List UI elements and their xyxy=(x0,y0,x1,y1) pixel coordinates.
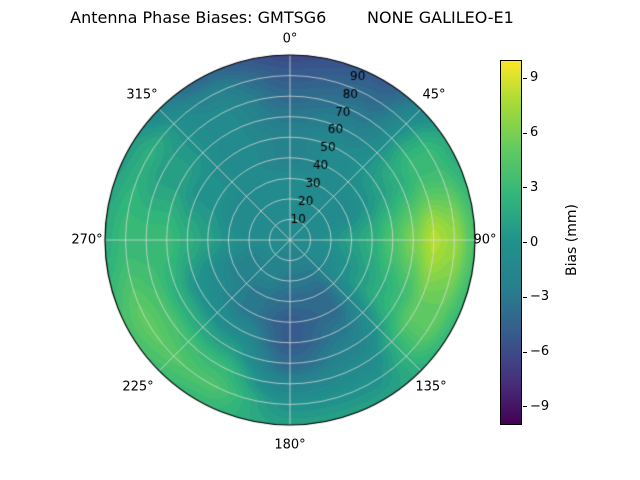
colorbar-tick-label: 3 xyxy=(530,179,539,195)
theta-label-90: 90° xyxy=(473,232,497,248)
colorbar-tick-label: −3 xyxy=(530,289,550,305)
colorbar-tick xyxy=(523,406,527,408)
colorbar-tick-label: −6 xyxy=(530,344,550,359)
colorbar-label: Bias (mm) xyxy=(564,203,580,277)
colorbar-tick-label: 0 xyxy=(530,234,539,250)
colorbar xyxy=(500,60,522,425)
theta-label-45: 45° xyxy=(422,87,446,103)
theta-label-315: 315° xyxy=(126,87,158,103)
theta-label-135: 135° xyxy=(415,379,447,395)
colorbar-tick xyxy=(523,77,527,79)
colorbar-tick-label: −9 xyxy=(530,398,550,414)
colorbar-tick-label: 9 xyxy=(530,70,539,86)
colorbar-tick xyxy=(523,351,527,353)
colorbar-tick xyxy=(523,296,527,298)
theta-label-270: 270° xyxy=(71,232,103,248)
colorbar-tick xyxy=(523,242,527,243)
colorbar-tick xyxy=(523,132,527,134)
colorbar-tick-label: 6 xyxy=(530,125,539,140)
colorbar-tick xyxy=(523,187,527,189)
theta-label-180: 180° xyxy=(274,437,306,453)
theta-label-225: 225° xyxy=(122,379,154,395)
theta-label-0: 0° xyxy=(282,31,298,47)
